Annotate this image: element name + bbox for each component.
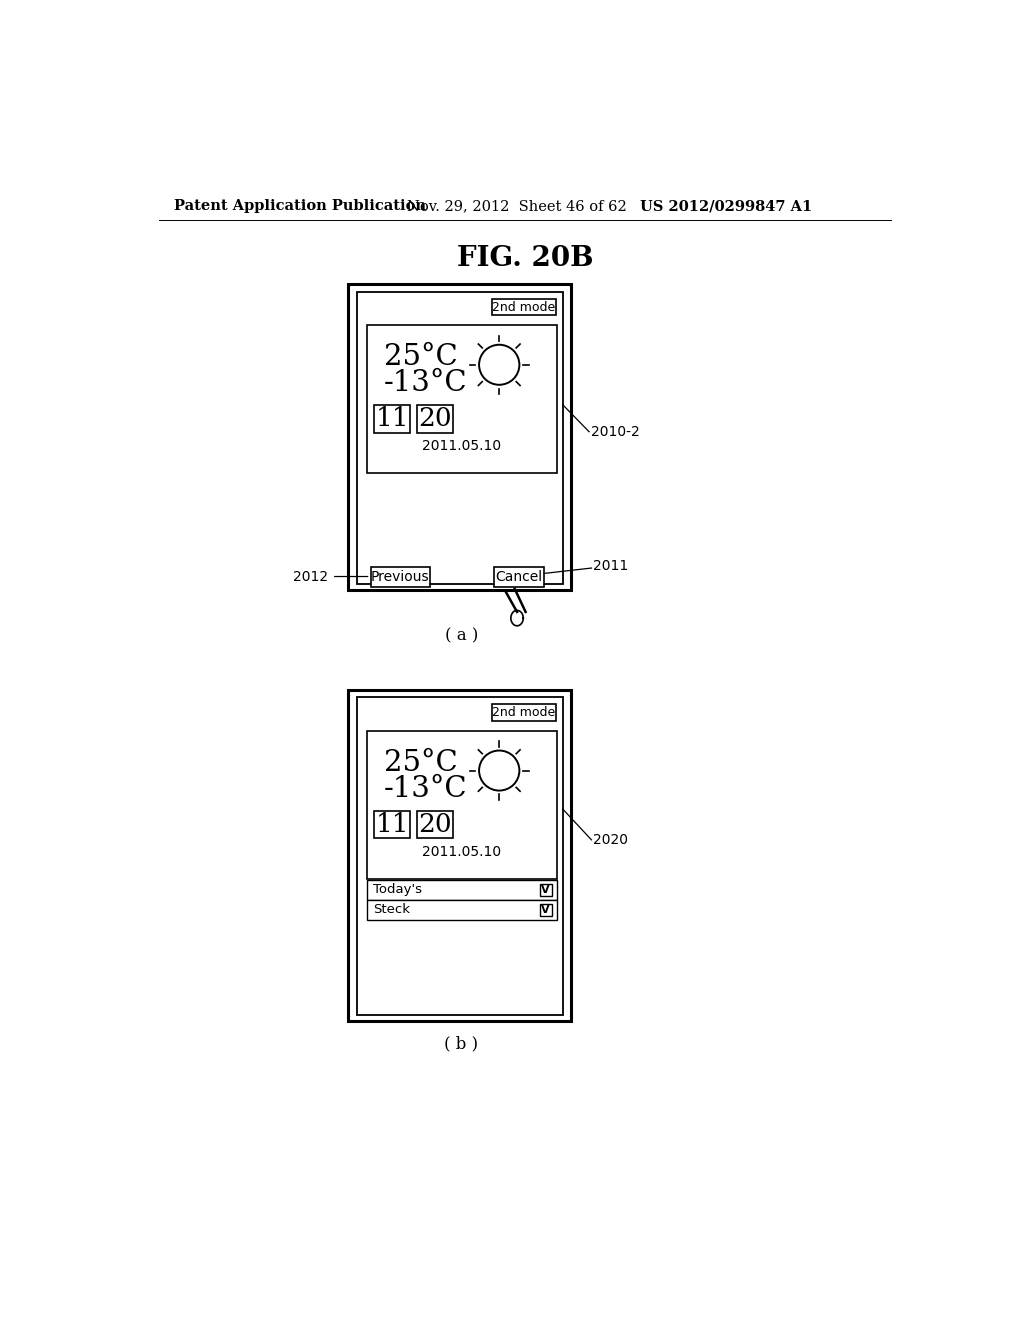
Text: 25°C: 25°C — [384, 748, 458, 777]
Text: Patent Application Publication: Patent Application Publication — [174, 199, 427, 213]
Text: Cancel: Cancel — [496, 569, 543, 583]
Bar — [367, 325, 557, 474]
Text: 2011: 2011 — [593, 560, 629, 573]
Bar — [493, 705, 556, 721]
Text: 2011.05.10: 2011.05.10 — [422, 440, 501, 453]
Bar — [375, 405, 410, 433]
Bar — [367, 900, 557, 920]
Bar — [417, 810, 453, 838]
Text: 2010-2: 2010-2 — [591, 425, 639, 438]
Bar — [540, 884, 552, 896]
Bar — [371, 566, 430, 586]
Text: FIG. 20B: FIG. 20B — [457, 246, 593, 272]
Text: -13°C: -13°C — [384, 370, 467, 397]
Text: 2011.05.10: 2011.05.10 — [422, 845, 501, 859]
Text: US 2012/0299847 A1: US 2012/0299847 A1 — [640, 199, 812, 213]
Bar — [367, 880, 557, 900]
Bar — [540, 904, 552, 916]
Bar — [357, 292, 563, 585]
Text: ( b ): ( b ) — [444, 1035, 478, 1052]
Bar — [494, 566, 544, 586]
Text: ( a ): ( a ) — [444, 627, 478, 644]
Text: V: V — [542, 906, 550, 915]
Bar — [375, 810, 410, 838]
Bar — [348, 689, 570, 1020]
Text: Today's: Today's — [373, 883, 422, 896]
Bar — [493, 298, 556, 315]
Text: 20: 20 — [418, 407, 452, 432]
Bar — [348, 284, 570, 590]
Text: 2nd mode: 2nd mode — [493, 301, 556, 314]
Text: 2020: 2020 — [593, 833, 628, 847]
Bar — [417, 405, 453, 433]
Text: 2012: 2012 — [293, 569, 328, 583]
Text: 2nd mode: 2nd mode — [493, 706, 556, 719]
Text: 25°C: 25°C — [384, 343, 458, 371]
Text: 11: 11 — [376, 812, 409, 837]
Text: Nov. 29, 2012  Sheet 46 of 62: Nov. 29, 2012 Sheet 46 of 62 — [407, 199, 627, 213]
Text: 20: 20 — [418, 812, 452, 837]
Text: Previous: Previous — [371, 569, 430, 583]
Text: Steck: Steck — [373, 903, 410, 916]
Text: 11: 11 — [376, 407, 409, 432]
Bar — [357, 697, 563, 1015]
Text: -13°C: -13°C — [384, 775, 467, 803]
Bar — [367, 730, 557, 879]
Text: V: V — [542, 884, 550, 895]
